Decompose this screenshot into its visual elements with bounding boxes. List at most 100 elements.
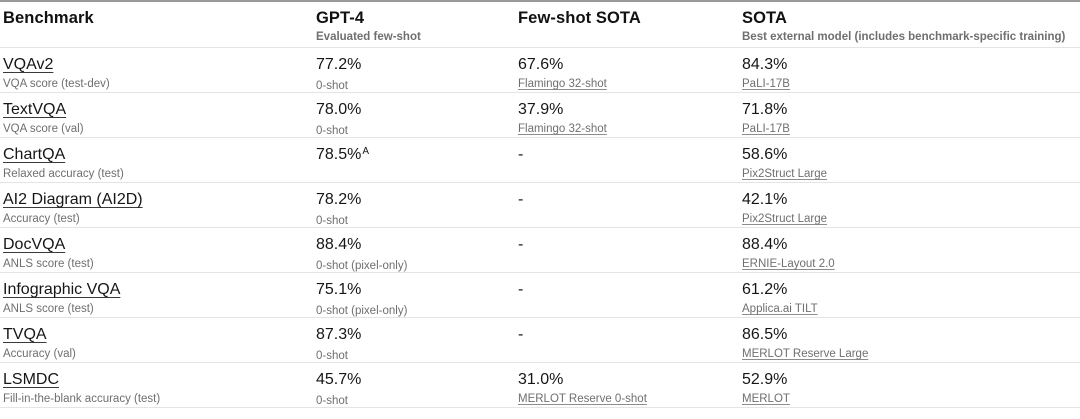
benchmark-cell: ChartQA Relaxed accuracy (test) bbox=[3, 145, 316, 181]
score-value: 86.5% bbox=[742, 326, 788, 343]
score-value: 78.5%A bbox=[316, 145, 518, 166]
score-value: 77.2% bbox=[316, 55, 518, 76]
table-row: TextVQA VQA score (val) 78.0% 0-shot 37.… bbox=[0, 93, 1080, 138]
benchmark-link[interactable]: DocVQA bbox=[3, 236, 66, 253]
benchmark-cell: AI2 Diagram (AI2D) Accuracy (test) bbox=[3, 190, 316, 228]
benchmark-cell: VQAv2 VQA score (test-dev) bbox=[3, 55, 316, 93]
table-row: VQAv2 VQA score (test-dev) 77.2% 0-shot … bbox=[0, 48, 1080, 93]
gpt4-score-cell: 77.2% 0-shot bbox=[316, 55, 518, 93]
model-link[interactable]: MERLOT bbox=[742, 393, 790, 405]
table-row: TVQA Accuracy (val) 87.3% 0-shot - 86.5%… bbox=[0, 318, 1080, 363]
fewshot-sota-score-cell: 67.6% Flamingo 32-shot bbox=[518, 55, 742, 93]
model-link[interactable]: Applica.ai TILT bbox=[742, 303, 818, 315]
score-value: 78.0% bbox=[316, 100, 518, 121]
score-value: 75.1% bbox=[316, 280, 518, 301]
model-link[interactable]: PaLI-17B bbox=[742, 123, 790, 135]
benchmark-link[interactable]: VQAv2 bbox=[3, 56, 54, 73]
score-value: - bbox=[518, 146, 524, 163]
column-header-benchmark: Benchmark bbox=[3, 9, 316, 44]
score-note: 0-shot bbox=[316, 215, 348, 227]
model-link[interactable]: Flamingo 32-shot bbox=[518, 123, 607, 135]
benchmark-link[interactable]: AI2 Diagram (AI2D) bbox=[3, 191, 143, 208]
sota-score-cell: 58.6% Pix2Struct Large bbox=[742, 145, 1080, 181]
model-link[interactable]: MERLOT Reserve Large bbox=[742, 348, 869, 360]
score-note: 0-shot bbox=[316, 125, 348, 137]
score-value: 61.2% bbox=[742, 281, 788, 298]
benchmark-metric: Fill-in-the-blank accuracy (test) bbox=[3, 393, 161, 405]
benchmark-metric: VQA score (test-dev) bbox=[3, 78, 110, 90]
score-number: 78.0% bbox=[316, 101, 362, 118]
score-number: 75.1% bbox=[316, 281, 362, 298]
benchmark-link[interactable]: ChartQA bbox=[3, 146, 66, 163]
sota-score-cell: 71.8% PaLI-17B bbox=[742, 100, 1080, 138]
benchmark-cell: TVQA Accuracy (val) bbox=[3, 325, 316, 363]
fewshot-sota-score-cell: - bbox=[518, 145, 742, 181]
benchmark-metric: Accuracy (val) bbox=[3, 348, 76, 360]
table-row: ChartQA Relaxed accuracy (test) 78.5%A -… bbox=[0, 138, 1080, 183]
gpt4-score-cell: 78.5%A bbox=[316, 145, 518, 181]
score-value: 58.6% bbox=[742, 146, 788, 163]
score-note: 0-shot bbox=[316, 80, 348, 92]
benchmark-link[interactable]: LSMDC bbox=[3, 371, 60, 388]
model-link[interactable]: PaLI-17B bbox=[742, 78, 790, 90]
table-row: LSMDC Fill-in-the-blank accuracy (test) … bbox=[0, 363, 1080, 408]
benchmark-metric: Accuracy (test) bbox=[3, 213, 80, 225]
footnote-marker: A bbox=[362, 146, 370, 157]
fewshot-sota-score-cell: - bbox=[518, 190, 742, 228]
table-header-row: Benchmark GPT-4 Evaluated few-shot Few-s… bbox=[0, 2, 1080, 48]
sota-score-cell: 84.3% PaLI-17B bbox=[742, 55, 1080, 93]
sota-score-cell: 52.9% MERLOT bbox=[742, 370, 1080, 408]
table-row: Infographic VQA ANLS score (test) 75.1% … bbox=[0, 273, 1080, 318]
benchmark-cell: LSMDC Fill-in-the-blank accuracy (test) bbox=[3, 370, 316, 408]
gpt4-score-cell: 88.4% 0-shot (pixel-only) bbox=[316, 235, 518, 273]
fewshot-sota-score-cell: - bbox=[518, 235, 742, 273]
table-row: DocVQA ANLS score (test) 88.4% 0-shot (p… bbox=[0, 228, 1080, 273]
model-link[interactable]: Flamingo 32-shot bbox=[518, 78, 607, 90]
model-link[interactable]: ERNIE-Layout 2.0 bbox=[742, 258, 835, 270]
benchmark-link[interactable]: TVQA bbox=[3, 326, 47, 343]
score-value: 87.3% bbox=[316, 325, 518, 346]
score-value: 42.1% bbox=[742, 191, 788, 208]
score-note: 0-shot (pixel-only) bbox=[316, 305, 408, 317]
sota-score-cell: 86.5% MERLOT Reserve Large bbox=[742, 325, 1080, 363]
benchmark-link[interactable]: Infographic VQA bbox=[3, 281, 121, 298]
benchmark-results-table: Benchmark GPT-4 Evaluated few-shot Few-s… bbox=[0, 0, 1080, 408]
score-number: 78.5% bbox=[316, 146, 362, 163]
model-link[interactable]: Pix2Struct Large bbox=[742, 168, 828, 180]
score-note: 0-shot bbox=[316, 350, 348, 362]
score-value: 78.2% bbox=[316, 190, 518, 211]
benchmark-cell: Infographic VQA ANLS score (test) bbox=[3, 280, 316, 318]
benchmark-link[interactable]: TextVQA bbox=[3, 101, 67, 118]
gpt4-score-cell: 75.1% 0-shot (pixel-only) bbox=[316, 280, 518, 318]
model-link[interactable]: Pix2Struct Large bbox=[742, 213, 828, 225]
column-header-gpt4: GPT-4 Evaluated few-shot bbox=[316, 9, 518, 44]
score-number: 87.3% bbox=[316, 326, 362, 343]
benchmark-metric: ANLS score (test) bbox=[3, 303, 94, 315]
column-title: SOTA bbox=[742, 9, 788, 27]
benchmark-metric: ANLS score (test) bbox=[3, 258, 94, 270]
column-title: GPT-4 bbox=[316, 9, 365, 27]
gpt4-score-cell: 78.2% 0-shot bbox=[316, 190, 518, 228]
column-subtitle: Best external model (includes benchmark-… bbox=[742, 31, 1066, 43]
column-header-sota: SOTA Best external model (includes bench… bbox=[742, 9, 1080, 44]
score-value: - bbox=[518, 281, 524, 298]
score-value: - bbox=[518, 236, 524, 253]
score-value: - bbox=[518, 191, 524, 208]
score-value: 84.3% bbox=[742, 56, 788, 73]
gpt4-score-cell: 87.3% 0-shot bbox=[316, 325, 518, 363]
sota-score-cell: 61.2% Applica.ai TILT bbox=[742, 280, 1080, 318]
table-body: VQAv2 VQA score (test-dev) 77.2% 0-shot … bbox=[0, 48, 1080, 408]
model-link[interactable]: MERLOT Reserve 0-shot bbox=[518, 393, 647, 405]
benchmark-cell: DocVQA ANLS score (test) bbox=[3, 235, 316, 273]
fewshot-sota-score-cell: 31.0% MERLOT Reserve 0-shot bbox=[518, 370, 742, 408]
column-title: Benchmark bbox=[3, 9, 94, 27]
table-row: AI2 Diagram (AI2D) Accuracy (test) 78.2%… bbox=[0, 183, 1080, 228]
sota-score-cell: 88.4% ERNIE-Layout 2.0 bbox=[742, 235, 1080, 273]
column-header-fewshot-sota: Few-shot SOTA bbox=[518, 9, 742, 44]
fewshot-sota-score-cell: 37.9% Flamingo 32-shot bbox=[518, 100, 742, 138]
score-number: 77.2% bbox=[316, 56, 362, 73]
score-number: 45.7% bbox=[316, 371, 362, 388]
column-title: Few-shot SOTA bbox=[518, 9, 641, 27]
fewshot-sota-score-cell: - bbox=[518, 280, 742, 318]
score-number: 88.4% bbox=[316, 236, 362, 253]
